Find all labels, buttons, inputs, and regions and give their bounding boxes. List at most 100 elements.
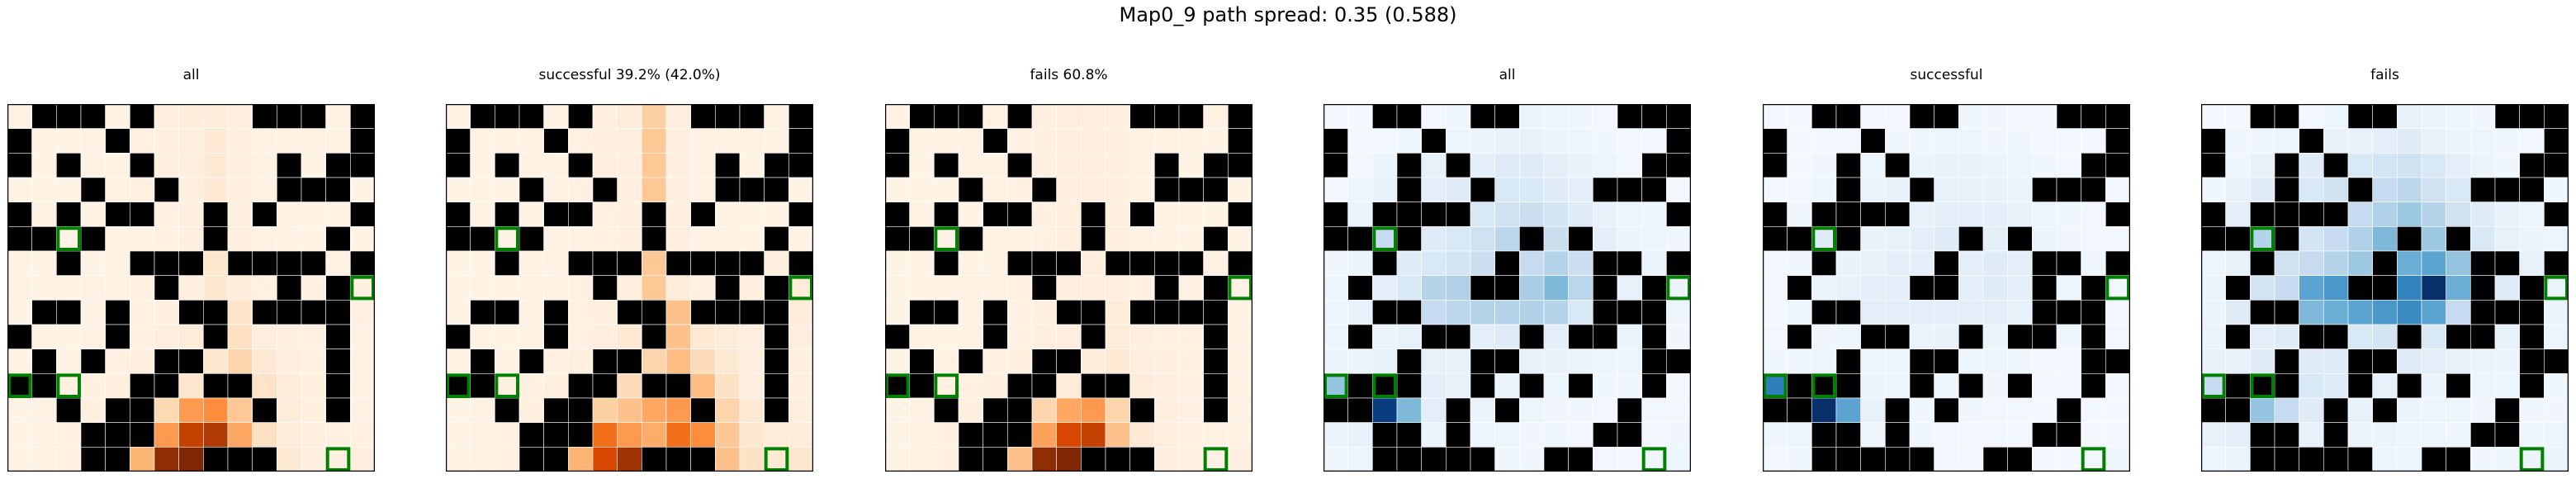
heat-cell bbox=[1763, 275, 1788, 301]
heat-cell bbox=[2056, 226, 2081, 252]
wall-cell bbox=[1958, 373, 1984, 399]
heat-cell bbox=[1543, 202, 1569, 227]
heat-cell bbox=[1470, 202, 1495, 227]
wall-cell bbox=[7, 128, 32, 154]
wall-cell bbox=[1396, 300, 1422, 325]
heat-cell bbox=[690, 349, 716, 374]
heat-cell bbox=[715, 226, 741, 252]
wall-cell bbox=[2470, 275, 2496, 301]
wall-cell bbox=[1421, 202, 1447, 227]
heat-cell bbox=[958, 202, 983, 227]
heat-cell bbox=[885, 300, 910, 325]
wall-cell bbox=[2494, 104, 2520, 129]
heat-cell bbox=[2421, 275, 2446, 301]
wall-cell bbox=[130, 422, 155, 448]
heat-cell bbox=[665, 324, 691, 349]
heat-cell bbox=[1105, 177, 1130, 202]
wall-cell bbox=[1885, 153, 1911, 178]
heat-cell bbox=[1105, 202, 1130, 227]
heat-cell bbox=[1129, 128, 1155, 154]
wall-cell bbox=[642, 324, 667, 349]
heat-cell bbox=[1666, 275, 1691, 301]
heat-cell bbox=[617, 422, 642, 448]
wall-cell bbox=[764, 153, 789, 178]
heat-cell bbox=[543, 275, 569, 301]
heat-cell bbox=[1763, 104, 1788, 129]
wall-cell bbox=[56, 153, 82, 178]
wall-cell bbox=[1129, 397, 1155, 423]
wall-cell bbox=[105, 128, 130, 154]
heat-cell bbox=[1909, 324, 1934, 349]
wall-cell bbox=[909, 349, 935, 374]
heat-cell bbox=[2519, 226, 2545, 252]
panel-title: all bbox=[1499, 67, 1516, 83]
heat-cell bbox=[31, 177, 57, 202]
wall-cell bbox=[1446, 447, 1471, 472]
wall-cell bbox=[325, 300, 351, 325]
heat-cell bbox=[1056, 447, 1082, 472]
heat-cell bbox=[1446, 104, 1471, 129]
heat-cell bbox=[2056, 373, 2081, 399]
wall-cell bbox=[2105, 349, 2130, 374]
wall-cell bbox=[1324, 153, 1348, 178]
heat-cell bbox=[592, 202, 618, 227]
heat-cell bbox=[1105, 275, 1130, 301]
wall-cell bbox=[1835, 202, 1861, 227]
heat-cell bbox=[1860, 422, 1886, 448]
wall-cell bbox=[519, 349, 544, 374]
wall-cell bbox=[1519, 373, 1545, 399]
heat-cell bbox=[2250, 226, 2275, 252]
heat-cell bbox=[80, 300, 106, 325]
heat-cell bbox=[1593, 397, 1618, 423]
wall-cell bbox=[2250, 202, 2275, 227]
wall-cell bbox=[1007, 422, 1033, 448]
wall-cell bbox=[56, 202, 82, 227]
heat-cell bbox=[1421, 250, 1447, 276]
wall-cell bbox=[154, 349, 179, 374]
heat-cell bbox=[1666, 226, 1691, 252]
heat-cell bbox=[2225, 422, 2251, 448]
heat-cell bbox=[2225, 300, 2251, 325]
wall-cell bbox=[252, 202, 277, 227]
heat-cell bbox=[1494, 324, 1520, 349]
goal-marker bbox=[325, 447, 351, 472]
wall-cell bbox=[2274, 226, 2299, 252]
wall-cell bbox=[764, 177, 789, 202]
heat-cell bbox=[1031, 226, 1057, 252]
wall-cell bbox=[2494, 250, 2520, 276]
heat-cell bbox=[252, 177, 277, 202]
heat-cell bbox=[1958, 250, 1984, 276]
heat-cell bbox=[203, 397, 229, 423]
heat-cell bbox=[178, 177, 204, 202]
heat-cell bbox=[1885, 250, 1911, 276]
heat-cell bbox=[1934, 373, 1959, 399]
heat-cell bbox=[1934, 324, 1959, 349]
heat-cell bbox=[568, 447, 594, 472]
wall-cell bbox=[2494, 300, 2520, 325]
axes-frame bbox=[1324, 104, 1691, 472]
heat-cell bbox=[2056, 349, 2081, 374]
heat-cell bbox=[1909, 226, 1934, 252]
heat-cell bbox=[1372, 324, 1398, 349]
wall-cell bbox=[1154, 153, 1180, 178]
wall-cell bbox=[252, 397, 277, 423]
heat-cell bbox=[2056, 275, 2081, 301]
heat-cell bbox=[934, 177, 959, 202]
heat-cell bbox=[2544, 177, 2569, 202]
heat-cell bbox=[568, 300, 594, 325]
wall-cell bbox=[983, 422, 1008, 448]
wall-cell bbox=[1593, 324, 1618, 349]
wall-cell bbox=[958, 226, 983, 252]
heat-cell bbox=[105, 275, 130, 301]
heat-cell bbox=[470, 447, 495, 472]
heat-cell bbox=[2056, 128, 2081, 154]
heat-cell bbox=[1958, 202, 1984, 227]
wall-cell bbox=[2519, 153, 2545, 178]
heat-cell bbox=[1421, 349, 1447, 374]
wall-cell bbox=[2032, 177, 2057, 202]
wall-cell bbox=[203, 202, 229, 227]
wall-cell bbox=[1763, 202, 1788, 227]
heat-cell bbox=[325, 128, 351, 154]
heat-cell bbox=[690, 422, 716, 448]
wall-cell bbox=[1203, 373, 1229, 399]
